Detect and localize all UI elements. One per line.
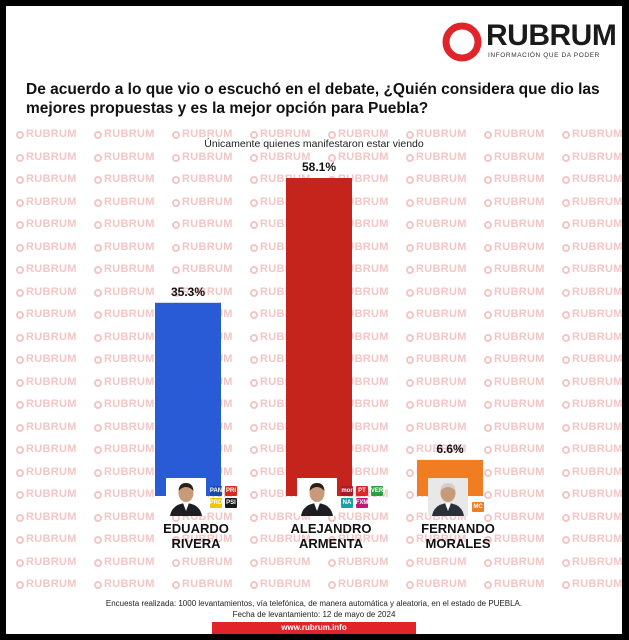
bar-value-label: 58.1% xyxy=(302,160,336,174)
methodology-note: Encuesta realizada: 1000 levantamientos,… xyxy=(105,599,523,608)
candidate-photo xyxy=(297,478,337,516)
website-link[interactable]: www.rubrum.info xyxy=(212,622,416,634)
bar-value-label: 35.3% xyxy=(171,285,205,299)
brand-tagline: INFORMACIÓN QUE DA PODER xyxy=(488,52,600,59)
party-logo-fxm-icon: FXM xyxy=(356,498,368,508)
candidate-last-name: RIVERA xyxy=(171,536,221,551)
party-logo-prd-icon: PRD xyxy=(210,498,222,508)
survey-date: Fecha de levantamiento: 12 de mayo de 20… xyxy=(232,610,396,619)
party-logo-verde-icon: VER xyxy=(371,486,383,496)
logo-ring-icon xyxy=(442,22,482,62)
candidate-last-name: ARMENTA xyxy=(298,536,364,551)
party-logo-psi-icon: PSI xyxy=(225,498,237,508)
brand-logo[interactable]: RUBRUM INFORMACIÓN QUE DA PODER xyxy=(442,18,617,64)
candidate-first-name: EDUARDO xyxy=(163,521,229,536)
party-logo-pri-icon: PRI xyxy=(225,486,237,496)
party-logo-na-icon: NA xyxy=(341,498,353,508)
party-logos: MC xyxy=(472,502,485,512)
candidate-first-name: FERNANDO xyxy=(421,521,495,536)
candidate-name: ALEJANDRO ARMENTA xyxy=(271,521,391,551)
candidate-name: FERNANDO MORALES xyxy=(398,521,518,551)
party-logo-morena-icon: mor xyxy=(341,486,353,496)
party-logo-pan-icon: PAN xyxy=(210,486,222,496)
party-logos: mor PT VER NA FXM xyxy=(341,486,384,508)
chart-subtitle: Únicamente quienes manifestaron estar vi… xyxy=(204,138,424,150)
candidate-photo xyxy=(428,478,468,516)
poll-question: De acuerdo a lo que vio o escuchó en el … xyxy=(26,81,600,117)
party-logo-mc-icon: MC xyxy=(472,502,484,512)
candidate-name: EDUARDO RIVERA xyxy=(136,521,256,551)
bar-2 xyxy=(286,178,352,496)
candidate-last-name: MORALES xyxy=(425,536,491,551)
bar-1 xyxy=(155,302,221,496)
poll-card: RUBRUM RUBRUM RUBRUM RUBRUM RUBRUM RUBRUM RUBR… xyxy=(6,6,622,634)
party-logos: PAN PRI PRD PSI xyxy=(210,486,238,508)
bar-value-label: 6.6% xyxy=(436,442,464,456)
brand-name: RUBRUM xyxy=(486,19,617,52)
party-logo-pt-icon: PT xyxy=(356,486,368,496)
survey-footer: Encuesta realizada: 1000 levantamientos,… xyxy=(6,598,622,620)
candidate-photo xyxy=(166,478,206,516)
candidate-first-name: ALEJANDRO xyxy=(290,521,372,536)
bar-chart: 35.3% 58.1% 6.6% xyxy=(155,160,483,496)
